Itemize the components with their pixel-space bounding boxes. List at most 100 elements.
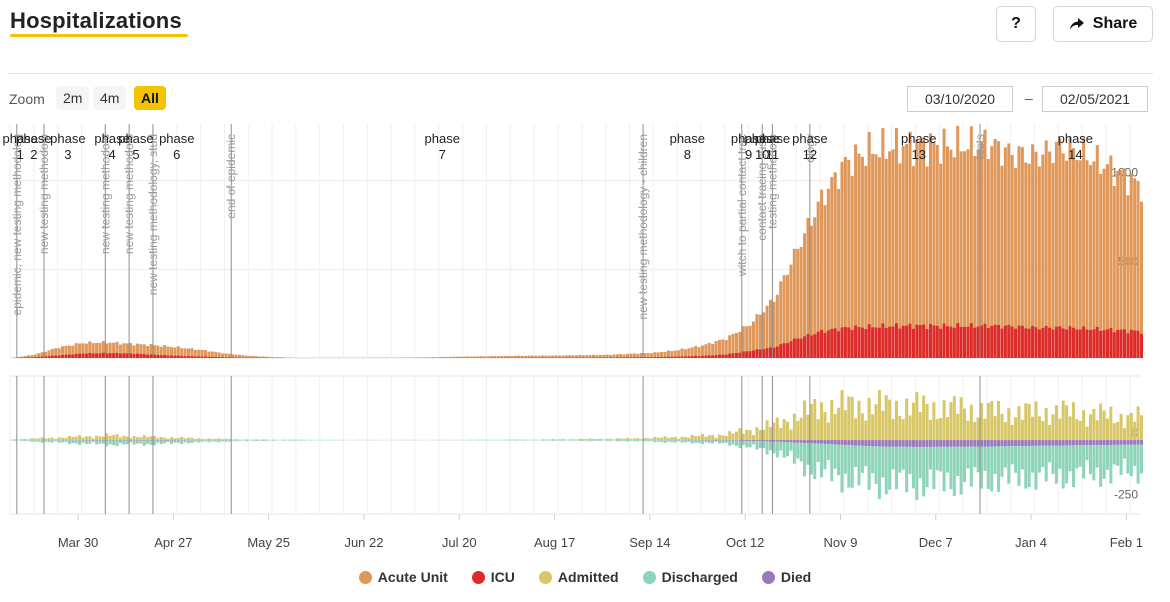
x-tick-label: Dec 7 [919, 535, 953, 550]
icu-bar [78, 353, 82, 358]
acute-unit-bar [1051, 162, 1055, 358]
discharged-bar [71, 440, 75, 444]
icu-bar [758, 349, 762, 358]
discharged-bar [84, 440, 88, 444]
admitted-bar [772, 422, 776, 441]
admitted-bar [728, 431, 732, 441]
discharged-bar [840, 444, 844, 493]
acute-unit-bar [646, 352, 650, 358]
date-from-input[interactable]: 03/10/2020 [907, 86, 1013, 112]
admitted-bar [37, 438, 41, 441]
died-bar [772, 440, 776, 442]
died-bar [949, 440, 953, 447]
discharged-bar [772, 441, 776, 454]
acute-unit-bar [428, 357, 432, 358]
icu-bar [963, 326, 967, 358]
zoom-4m-button[interactable]: 4m [93, 86, 127, 110]
died-bar [806, 440, 810, 444]
discharged-bar [571, 440, 575, 441]
discharged-bar [636, 440, 640, 442]
admitted-bar [149, 436, 153, 441]
admitted-bar [905, 398, 909, 441]
acute-unit-bar [139, 344, 143, 358]
icu-bar [1122, 329, 1126, 358]
admitted-bar [983, 418, 987, 441]
discharged-bar [721, 440, 725, 444]
acute-unit-bar [16, 357, 20, 358]
died-bar [813, 440, 817, 444]
zoom-all-button[interactable]: All [134, 86, 166, 110]
acute-unit-bar [506, 355, 510, 358]
died-bar [1109, 440, 1113, 445]
acute-unit-bar [452, 356, 456, 358]
died-bar [884, 440, 888, 447]
phase-label: phase [159, 131, 194, 146]
discharged-bar [874, 446, 878, 484]
admitted-bar [1071, 402, 1075, 441]
icu-bar [843, 326, 847, 358]
icu-bar [745, 351, 749, 358]
acute-unit-bar [1017, 146, 1021, 358]
discharged-bar [57, 440, 61, 443]
admitted-bar [217, 438, 221, 441]
died-bar [959, 440, 963, 447]
icu-bar [619, 357, 623, 358]
admitted-bar [1014, 417, 1018, 441]
legend-item-acute-unit[interactable]: Acute Unit [358, 569, 448, 585]
admitted-bar [850, 396, 854, 441]
icu-bar [190, 356, 194, 358]
died-bar [993, 440, 997, 447]
icu-bar [663, 356, 667, 358]
zoom-2m-button[interactable]: 2m [56, 86, 90, 110]
acute-unit-bar [632, 353, 636, 358]
legend-item-admitted[interactable]: Admitted [538, 569, 619, 585]
admitted-bar [894, 400, 898, 441]
admitted-bar [949, 402, 953, 441]
phase-number: 12 [803, 147, 817, 162]
icu-bar [1119, 329, 1123, 358]
acute-unit-bar [643, 353, 647, 358]
acute-unit-bar [578, 354, 582, 358]
discharged-bar [656, 440, 660, 442]
legend-item-died[interactable]: Died [761, 569, 811, 585]
x-tick-label: Mar 30 [58, 535, 98, 550]
icu-bar [751, 350, 755, 358]
icu-bar [1048, 327, 1052, 358]
event-label: epidemic, new testing methodolog [10, 134, 24, 315]
acute-unit-bar [592, 354, 596, 358]
discharged-bar [105, 440, 109, 447]
discharged-bar [1041, 445, 1045, 468]
icu-bar [762, 349, 766, 358]
legend-item-discharged[interactable]: Discharged [642, 569, 738, 585]
icu-bar [983, 323, 987, 358]
icu-bar [690, 356, 694, 358]
icu-bar [629, 357, 633, 358]
admitted-bar [523, 439, 527, 441]
acute-unit-bar [1095, 145, 1099, 358]
icu-bar [990, 326, 994, 358]
acute-unit-bar [489, 356, 493, 358]
died-bar [986, 440, 990, 447]
discharged-bar [1109, 444, 1113, 484]
died-bar [1071, 440, 1075, 446]
admitted-bar [980, 403, 984, 441]
icu-bar [704, 355, 708, 358]
discharged-bar [969, 446, 973, 487]
discharged-bar [149, 440, 153, 445]
admitted-bar [683, 437, 687, 441]
icu-bar [714, 354, 718, 358]
died-bar [837, 440, 841, 445]
admitted-bar [1003, 421, 1007, 441]
share-button[interactable]: Share [1053, 6, 1153, 42]
help-button[interactable]: ? [996, 6, 1036, 42]
acute-unit-bar [775, 294, 779, 358]
icu-bar [731, 353, 735, 358]
icu-bar [602, 357, 606, 358]
event-label: new testing methodolo [122, 134, 136, 254]
discharged-bar [115, 440, 119, 447]
acute-unit-bar [741, 326, 745, 358]
legend-item-icu[interactable]: ICU [471, 569, 515, 585]
date-to-input[interactable]: 02/05/2021 [1042, 86, 1148, 112]
date-separator: – [1025, 90, 1033, 106]
